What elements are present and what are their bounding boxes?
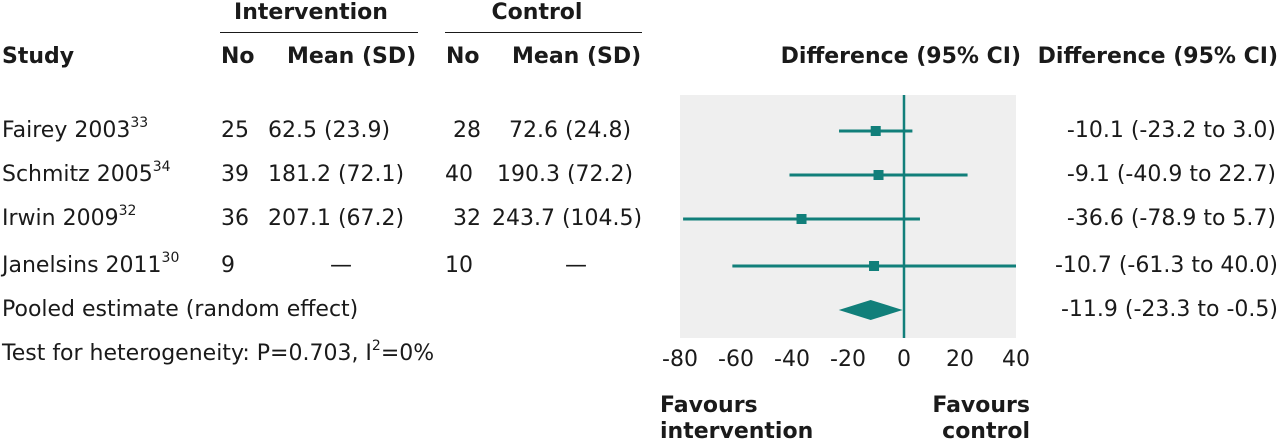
text-difference-header: Difference (95% CI) (1037, 44, 1278, 69)
reference-number: 34 (152, 158, 171, 175)
point-estimate-marker (796, 214, 807, 224)
x-tick-label: -80 (662, 347, 698, 372)
control-mean: 72.6 (24.8) (509, 118, 632, 143)
intervention-no-header: No (221, 44, 255, 69)
intervention-mean: — (330, 253, 352, 278)
control-n: 10 (445, 253, 473, 278)
intervention-mean-header: Mean (SD) (287, 44, 417, 69)
intervention-mean: 181.2 (72.1) (268, 162, 405, 187)
reference-number: 32 (118, 202, 137, 219)
difference-ci: -9.1 (-40.9 to 22.7) (1066, 162, 1276, 187)
control-mean: 190.3 (72.2) (497, 162, 634, 187)
intervention-n: 25 (221, 118, 249, 143)
pooled-estimate-label: Pooled estimate (random effect) (2, 297, 359, 322)
study-column-header: Study (2, 44, 75, 69)
intervention-mean: 207.1 (67.2) (268, 206, 405, 231)
x-tick-label: -60 (718, 347, 754, 372)
x-tick-label: 40 (1002, 347, 1030, 372)
control-n: 32 (453, 206, 481, 231)
intervention-n: 36 (221, 206, 249, 231)
x-tick-label: 0 (897, 347, 911, 372)
control-no-header: No (446, 44, 480, 69)
difference-ci: -10.7 (-61.3 to 40.0) (1054, 253, 1278, 278)
difference-ci: -36.6 (-78.9 to 5.7) (1066, 206, 1276, 231)
control-n: 28 (453, 118, 481, 143)
reference-number: 33 (130, 114, 149, 131)
favours-control-line2: control (942, 419, 1030, 444)
heterogeneity-test: Test for heterogeneity: P=0.703, I2=0% (2, 337, 435, 366)
reference-number: 30 (161, 249, 180, 266)
intervention-group-header: Intervention (234, 0, 388, 25)
difference-ci: -10.1 (-23.2 to 3.0) (1066, 118, 1276, 143)
x-tick-label: 20 (946, 347, 974, 372)
control-mean: — (565, 253, 587, 278)
study-name: Schmitz 200534 (2, 158, 171, 187)
study-name: Janelsins 201130 (2, 249, 180, 278)
plot-panel (680, 95, 1016, 338)
intervention-mean: 62.5 (23.9) (268, 118, 391, 143)
control-mean-header: Mean (SD) (512, 44, 642, 69)
control-header-rule (445, 32, 642, 33)
intervention-n: 39 (221, 162, 249, 187)
favours-intervention-line1: Favours (660, 393, 758, 418)
plot-difference-header: Difference (95% CI) (780, 44, 1021, 69)
favours-intervention-line2: intervention (660, 419, 814, 444)
x-tick-label: -40 (774, 347, 810, 372)
favours-control-line1: Favours (932, 393, 1030, 418)
intervention-header-rule (220, 32, 418, 33)
pooled-diamond (838, 300, 903, 320)
control-n: 40 (445, 162, 473, 187)
intervention-n: 9 (221, 253, 235, 278)
x-tick-label: -20 (830, 347, 866, 372)
pooled-difference-ci: -11.9 (-23.3 to -0.5) (1060, 297, 1278, 322)
control-group-header: Control (491, 0, 583, 25)
study-name: Irwin 200932 (2, 202, 137, 231)
point-estimate-marker (870, 126, 881, 136)
study-name: Fairey 200333 (2, 114, 149, 143)
control-mean: 243.7 (104.5) (492, 206, 643, 231)
point-estimate-marker (873, 170, 884, 180)
point-estimate-marker (869, 261, 880, 271)
